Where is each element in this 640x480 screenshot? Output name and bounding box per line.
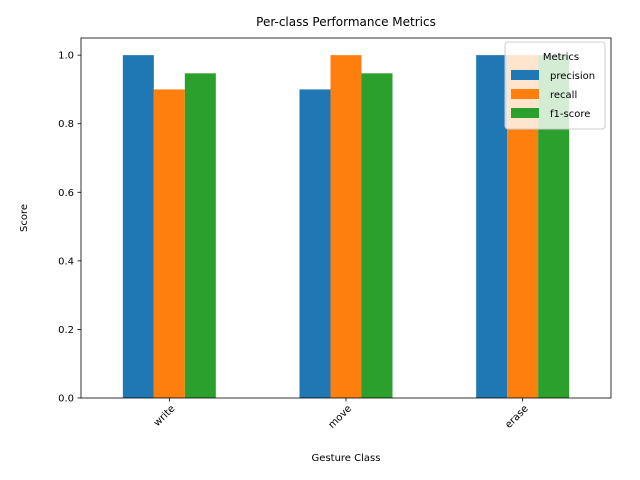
y-axis: 0.0 0.2 0.4 0.6 0.8 1.0 — [58, 51, 81, 405]
legend: Metrics precision recall f1-score — [504, 41, 606, 130]
bar-f1-score-move — [361, 73, 393, 399]
chart-title: Per-class Performance Metrics — [256, 15, 436, 29]
legend-label-precision: precision — [550, 71, 595, 82]
y-tick-label: 1.0 — [58, 51, 74, 62]
legend-title: Metrics — [543, 52, 579, 63]
legend-swatch-precision — [511, 70, 539, 80]
y-axis-label: Score — [19, 204, 30, 232]
y-tick-label: 0.0 — [58, 394, 74, 405]
y-tick-label: 0.6 — [58, 188, 74, 199]
bar-f1-score-write — [184, 73, 216, 399]
bar-precision-erase — [476, 55, 508, 399]
y-tick-label: 0.8 — [58, 119, 74, 130]
bar-precision-move — [299, 89, 331, 398]
legend-box — [504, 41, 606, 130]
bar-precision-write — [122, 55, 154, 399]
legend-swatch-recall — [511, 89, 539, 99]
bar-recall-move — [330, 55, 362, 399]
legend-swatch-f1-score — [511, 108, 539, 118]
legend-label-f1-score: f1-score — [550, 109, 590, 120]
legend-label-recall: recall — [550, 90, 577, 101]
x-axis-label: Gesture Class — [312, 453, 381, 464]
x-tick-label-write: write — [152, 403, 178, 429]
y-tick-label: 0.2 — [58, 325, 74, 336]
bar-recall-write — [153, 89, 185, 398]
plot-area — [80, 37, 612, 399]
x-axis: write move erase — [152, 398, 531, 431]
legend-items: precision recall f1-score — [511, 70, 595, 120]
y-tick-label: 0.4 — [58, 256, 74, 267]
x-tick-label-erase: erase — [503, 403, 530, 430]
bars-group — [122, 55, 570, 399]
x-tick-label-move: move — [327, 403, 355, 431]
